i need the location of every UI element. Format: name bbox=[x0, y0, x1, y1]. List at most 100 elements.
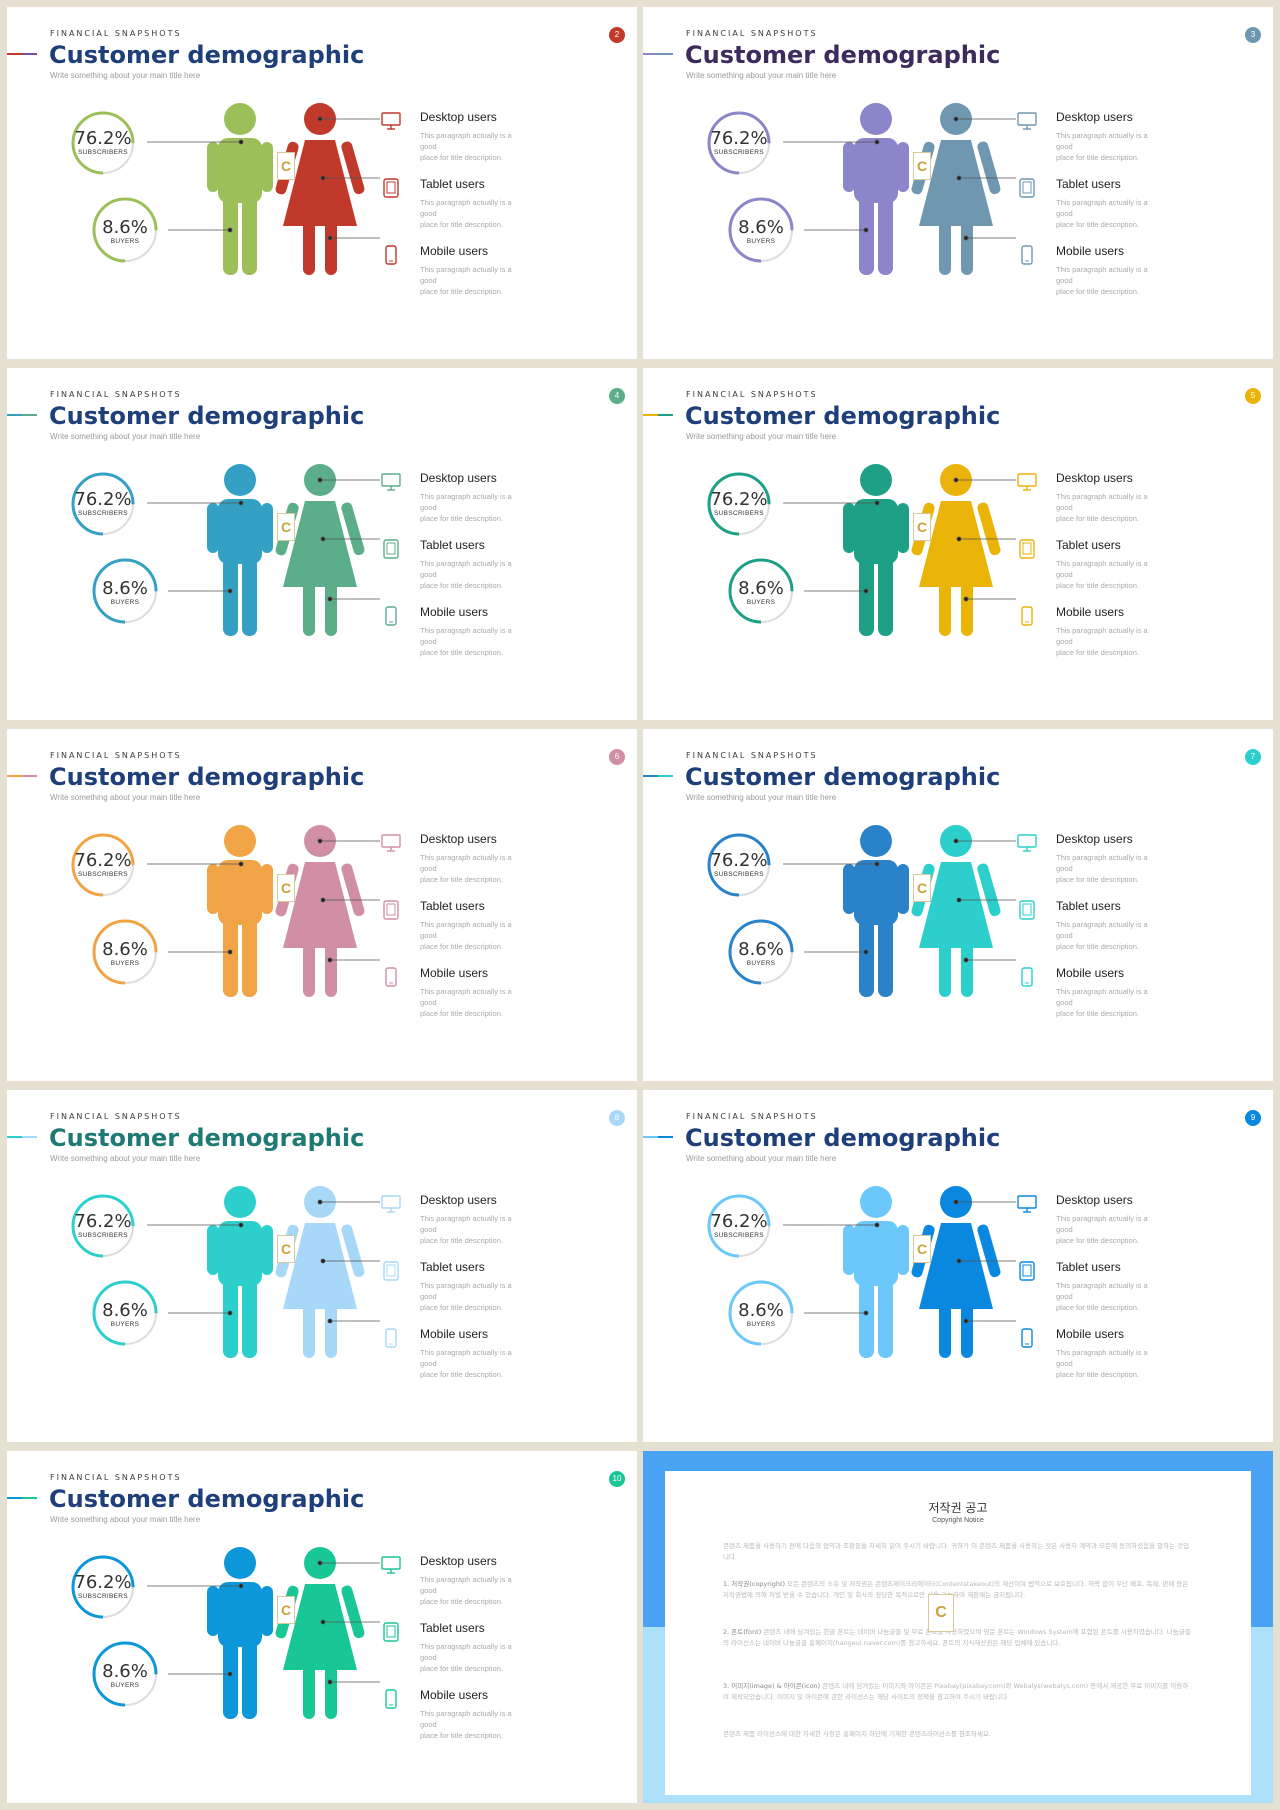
phone-icon bbox=[385, 1328, 397, 1348]
slide-card[interactable]: FINANCIAL SNAPSHOTS Customer demographic… bbox=[7, 7, 637, 359]
phone-icon bbox=[380, 244, 402, 271]
slide-subtitle: Write something about your main title he… bbox=[50, 1515, 201, 1524]
subscribers-value: 76.2% bbox=[710, 1211, 768, 1232]
slide-title: Customer demographic bbox=[685, 41, 1001, 69]
buyers-stat: 8.6% BUYERS bbox=[91, 1640, 159, 1708]
connector-lines bbox=[783, 477, 1016, 602]
copyright-notice-slide[interactable]: 저작권 공고 Copyright Notice 콘텐츠 제품을 사용하기 전에 … bbox=[643, 1451, 1273, 1803]
page-number-badge: 3 bbox=[1245, 27, 1261, 43]
tablet-icon bbox=[380, 899, 402, 926]
device-label: Desktop users bbox=[420, 110, 497, 124]
device-item: Desktop users This paragraph actually is… bbox=[1056, 1193, 1206, 1246]
device-description: This paragraph actually is a good place f… bbox=[1056, 987, 1148, 1018]
kicker-label: FINANCIAL SNAPSHOTS bbox=[50, 1112, 182, 1121]
device-description: This paragraph actually is a good place f… bbox=[420, 492, 512, 523]
slide-subtitle: Write something about your main title he… bbox=[686, 71, 837, 80]
tablet-icon bbox=[383, 1261, 399, 1281]
device-item: Tablet users This paragraph actually is … bbox=[420, 1260, 570, 1313]
buyers-stat: 8.6% BUYERS bbox=[727, 196, 795, 264]
accent-line bbox=[7, 1136, 37, 1138]
tablet-icon bbox=[383, 539, 399, 559]
device-description: This paragraph actually is a good place f… bbox=[1056, 626, 1148, 657]
device-label: Tablet users bbox=[420, 899, 485, 913]
slide-card[interactable]: FINANCIAL SNAPSHOTS Customer demographic… bbox=[7, 1451, 637, 1803]
buyers-label: BUYERS bbox=[110, 1321, 140, 1328]
accent-line bbox=[643, 1136, 673, 1138]
device-item: Desktop users This paragraph actually is… bbox=[1056, 832, 1206, 885]
connector-lines bbox=[147, 1199, 380, 1324]
section-head: 2. 폰트(font) bbox=[723, 1628, 762, 1636]
device-description: This paragraph actually is a good place f… bbox=[420, 198, 512, 229]
device-description: This paragraph actually is a good place f… bbox=[1056, 1281, 1148, 1312]
phone-icon bbox=[1021, 967, 1033, 987]
device-description: This paragraph actually is a good place f… bbox=[420, 920, 512, 951]
device-description: This paragraph actually is a good place f… bbox=[420, 987, 512, 1018]
section-body: 콘텐츠 내에 담겨있는 한글 폰트는 네이버 나눔글꼴 및 무료 폰트를 사용하… bbox=[723, 1628, 1191, 1647]
device-label: Tablet users bbox=[420, 1260, 485, 1274]
woman-figure bbox=[911, 825, 1001, 997]
slide-card[interactable]: FINANCIAL SNAPSHOTS Customer demographic… bbox=[643, 368, 1273, 720]
buyers-value: 8.6% bbox=[738, 578, 784, 599]
subscribers-value: 76.2% bbox=[74, 489, 132, 510]
device-item: Mobile users This paragraph actually is … bbox=[1056, 1327, 1206, 1380]
device-description: This paragraph actually is a good place f… bbox=[1056, 198, 1148, 229]
device-label: Mobile users bbox=[1056, 1327, 1125, 1341]
phone-icon bbox=[1021, 1328, 1033, 1348]
device-label: Tablet users bbox=[420, 177, 485, 191]
device-label: Tablet users bbox=[1056, 899, 1121, 913]
slide-card[interactable]: FINANCIAL SNAPSHOTS Customer demographic… bbox=[7, 729, 637, 1081]
device-description: This paragraph actually is a good place f… bbox=[1056, 265, 1148, 296]
slide-title: Customer demographic bbox=[49, 1485, 365, 1513]
slide-card[interactable]: FINANCIAL SNAPSHOTS Customer demographic… bbox=[643, 1090, 1273, 1442]
section-head: 3. 이미지(image) & 아이콘(icon) bbox=[723, 1682, 821, 1690]
slide-card[interactable]: FINANCIAL SNAPSHOTS Customer demographic… bbox=[7, 368, 637, 720]
page-number-badge: 4 bbox=[609, 388, 625, 404]
slide-card[interactable]: FINANCIAL SNAPSHOTS Customer demographic… bbox=[643, 7, 1273, 359]
monitor-icon bbox=[1016, 1193, 1038, 1220]
notice-section-copyright: 1. 저작권(copyright) 모든 콘텐츠의 소유 및 저작권은 콘텐츠제… bbox=[723, 1579, 1193, 1601]
slide-title: Customer demographic bbox=[49, 763, 365, 791]
woman-figure bbox=[275, 1547, 365, 1719]
notice-subtitle: Copyright Notice bbox=[932, 1517, 984, 1524]
subscribers-label: SUBSCRIBERS bbox=[714, 1232, 764, 1239]
slide-title: Customer demographic bbox=[685, 402, 1001, 430]
phone-icon bbox=[380, 1327, 402, 1354]
device-item: Desktop users This paragraph actually is… bbox=[420, 1193, 570, 1246]
kicker-label: FINANCIAL SNAPSHOTS bbox=[686, 1112, 818, 1121]
phone-icon bbox=[1016, 244, 1038, 271]
buyers-stat: 8.6% BUYERS bbox=[727, 557, 795, 625]
device-item: Tablet users This paragraph actually is … bbox=[1056, 538, 1206, 591]
buyers-stat: 8.6% BUYERS bbox=[727, 918, 795, 986]
device-label: Tablet users bbox=[420, 1621, 485, 1635]
woman-figure bbox=[275, 464, 365, 636]
device-item: Mobile users This paragraph actually is … bbox=[1056, 966, 1206, 1019]
monitor-icon bbox=[1017, 473, 1037, 491]
device-label: Tablet users bbox=[420, 538, 485, 552]
device-label: Mobile users bbox=[420, 605, 489, 619]
page-number-badge: 9 bbox=[1245, 1110, 1261, 1126]
people-figures bbox=[147, 1547, 380, 1719]
slide-card[interactable]: FINANCIAL SNAPSHOTS Customer demographic… bbox=[7, 1090, 637, 1442]
brand-logo-icon: C bbox=[928, 1594, 954, 1632]
accent-line bbox=[7, 53, 37, 55]
ring-chart bbox=[92, 1280, 158, 1346]
slide-card[interactable]: FINANCIAL SNAPSHOTS Customer demographic… bbox=[643, 729, 1273, 1081]
kicker-label: FINANCIAL SNAPSHOTS bbox=[686, 390, 818, 399]
device-item: Tablet users This paragraph actually is … bbox=[1056, 899, 1206, 952]
tablet-icon bbox=[380, 177, 402, 204]
buyers-value: 8.6% bbox=[102, 217, 148, 238]
monitor-icon bbox=[380, 1554, 402, 1581]
monitor-icon bbox=[380, 471, 402, 498]
slide-title: Customer demographic bbox=[685, 1124, 1001, 1152]
tablet-icon bbox=[1016, 177, 1038, 204]
notice-outro: 콘텐츠 제품 라이선스에 대한 자세한 사항은 홈페이지 하단에 기재한 콘텐츠… bbox=[723, 1730, 991, 1738]
phone-icon bbox=[380, 605, 402, 632]
slide-subtitle: Write something about your main title he… bbox=[50, 432, 201, 441]
buyers-label: BUYERS bbox=[110, 960, 140, 967]
page-number-badge: 7 bbox=[1245, 749, 1261, 765]
ring-chart bbox=[707, 111, 771, 175]
people-figures bbox=[147, 103, 380, 275]
subscribers-label: SUBSCRIBERS bbox=[714, 510, 764, 517]
woman-figure bbox=[275, 1186, 365, 1358]
tablet-icon bbox=[1016, 538, 1038, 565]
